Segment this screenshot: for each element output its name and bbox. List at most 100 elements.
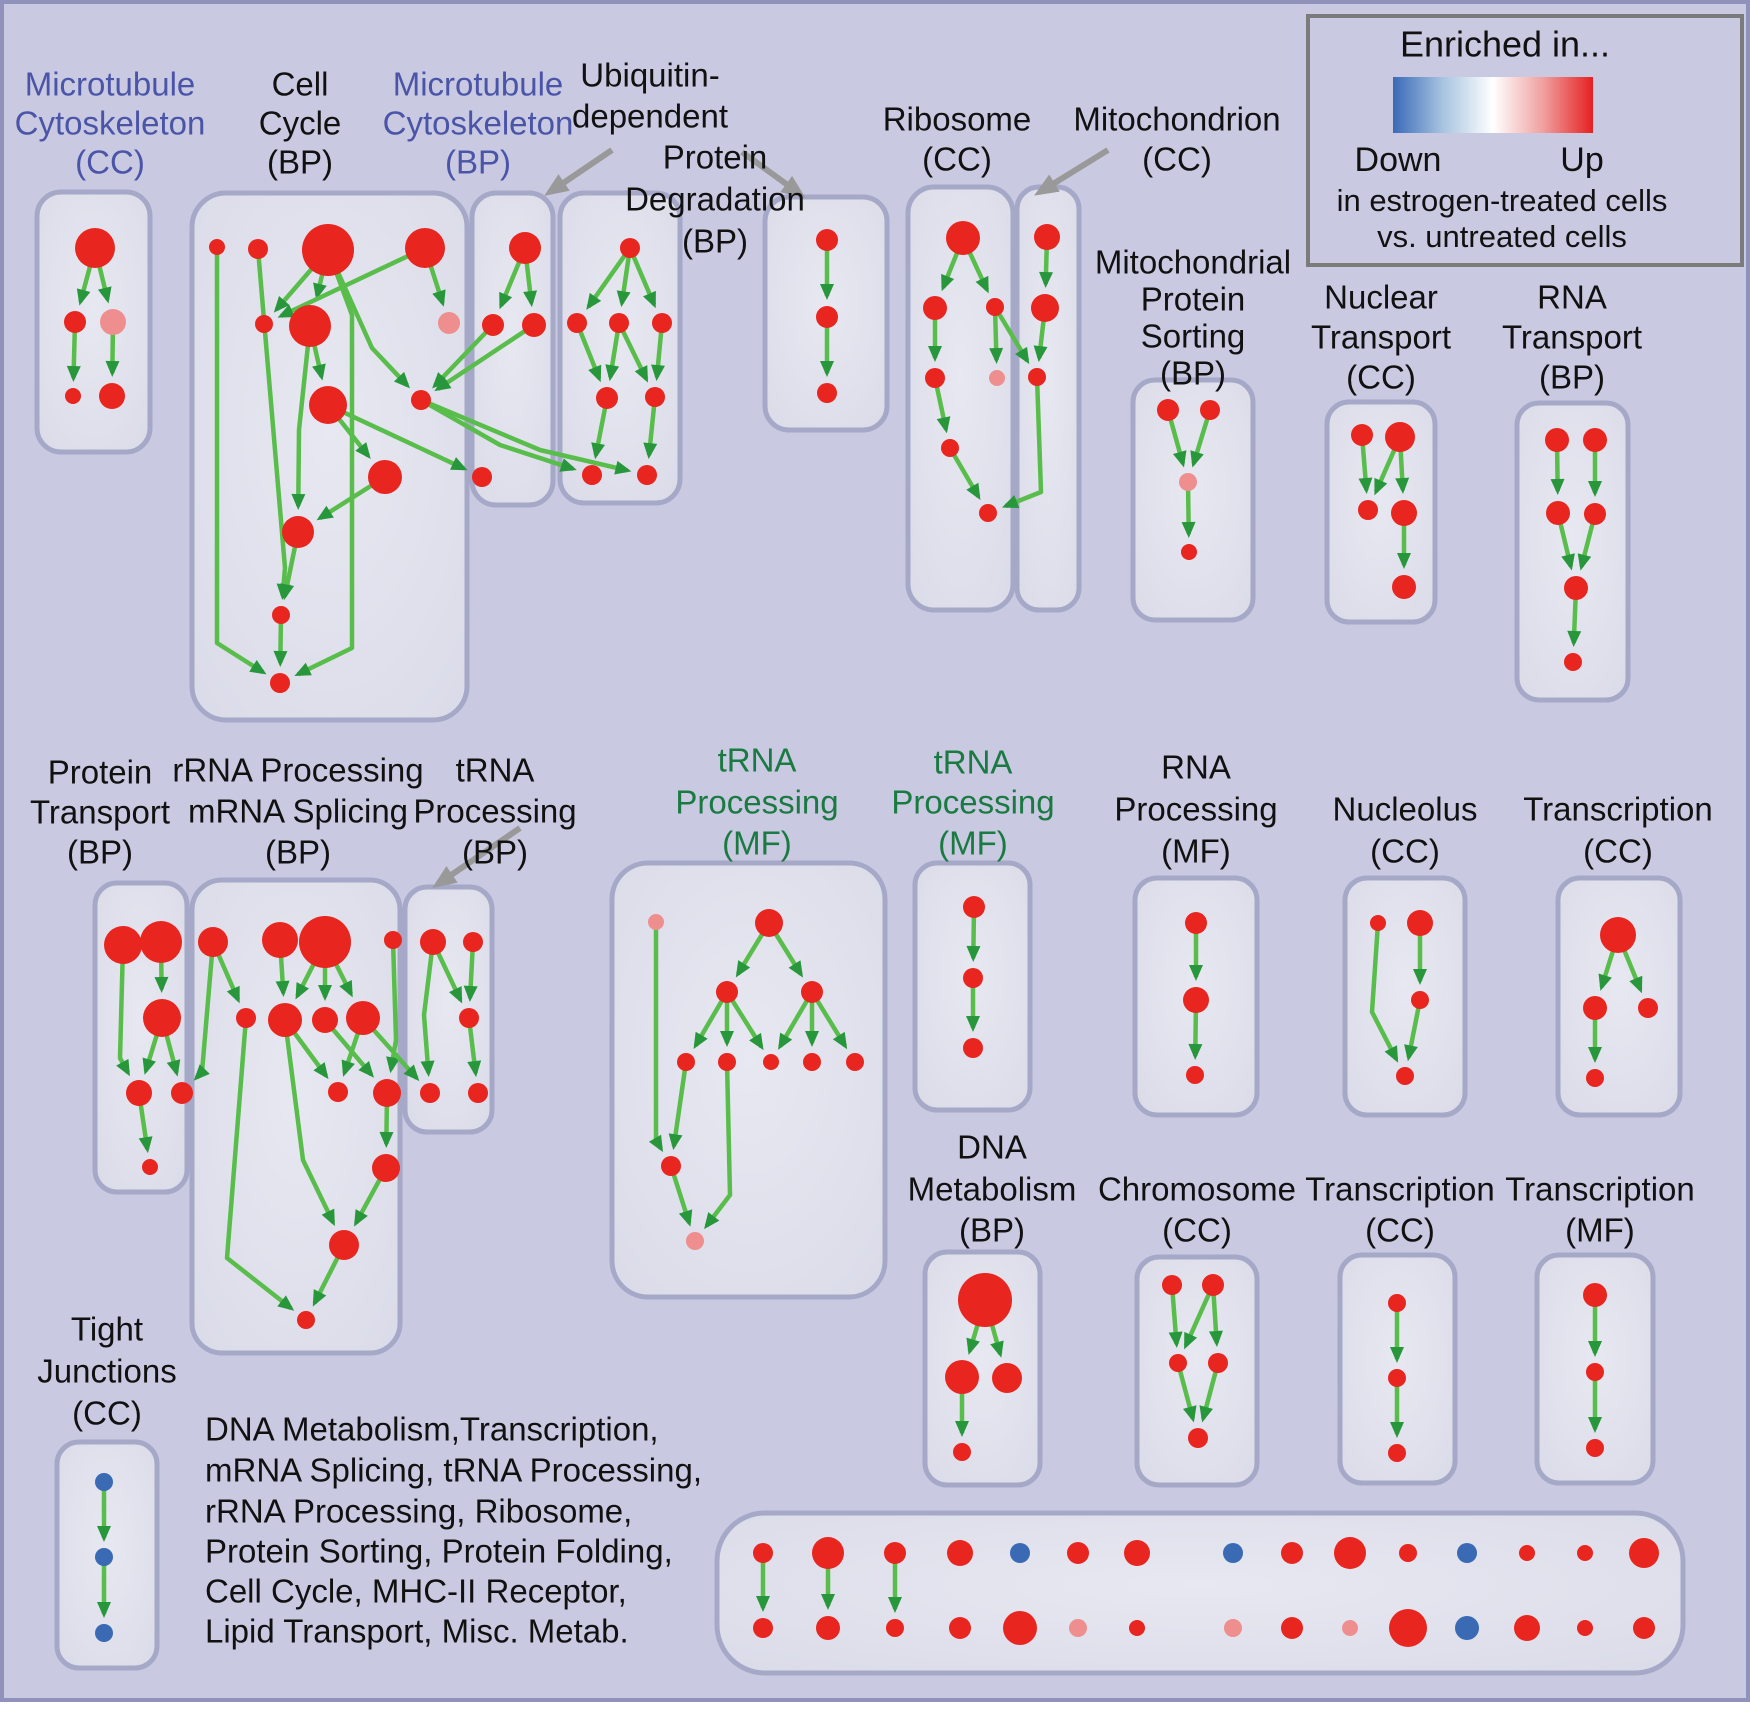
node-g2	[262, 922, 298, 958]
label-nuclear-transport-cc-line2: Transport	[1311, 319, 1451, 356]
edge-cc8-m4	[327, 402, 468, 471]
node-r6	[941, 439, 959, 457]
edge-cc3-cc13	[294, 249, 355, 677]
node-r2	[923, 296, 947, 320]
node-z11	[1399, 1544, 1417, 1562]
node-z12	[1457, 1543, 1477, 1563]
label-transcription-mf-line1: Transcription	[1505, 1171, 1695, 1208]
edge-w3-r7	[1001, 376, 1044, 509]
node-w3	[1028, 368, 1046, 386]
label-tight-junctions-cc-line2: Junctions	[37, 1353, 176, 1390]
cluster-dna-metabolism-bp	[922, 1249, 1043, 1488]
edge-h1-h4	[420, 941, 436, 1078]
node-k2	[1202, 1274, 1224, 1296]
edge-k3-k5	[1175, 1362, 1197, 1423]
node-cc12	[272, 606, 290, 624]
node-f3	[716, 981, 738, 1003]
label-rrna-processing-mrna-splicing-bp-line2: mRNA Splicing	[188, 793, 408, 830]
label-transcription-cc-mid-line2: (CC)	[1583, 833, 1653, 870]
node-f4	[801, 981, 823, 1003]
edge-g4-g10	[386, 939, 400, 1074]
node-g6	[268, 1003, 302, 1037]
node-cc5	[255, 315, 273, 333]
label-trna-processing-bp-line3: (BP)	[462, 834, 528, 871]
label-microtubule-cytoskeleton-cc-line1: Microtubule	[25, 66, 196, 103]
label-mitochondrion-cc-line2: (CC)	[1142, 141, 1212, 178]
node-cc8	[309, 386, 347, 424]
label-nucleolus-cc-line2: (CC)	[1370, 833, 1440, 870]
cluster-ubiquitin-degradation-bp	[557, 190, 683, 506]
label-rna-transport-bp-line2: Transport	[1502, 319, 1642, 356]
node-cc3	[302, 224, 354, 276]
label-transcription-mf-line2: (MF)	[1565, 1212, 1635, 1249]
label-nuclear-transport-cc-line3: (CC)	[1346, 359, 1416, 396]
label-mitochondrial-protein-sorting-bp-line1: Mitochondrial	[1095, 244, 1291, 281]
node-z9	[1281, 1542, 1303, 1564]
cluster-chromosome-cc	[1134, 1254, 1260, 1488]
node-u5	[596, 387, 618, 409]
node-cc11	[282, 516, 314, 548]
node-y14	[1577, 1620, 1593, 1636]
node-f9	[846, 1053, 864, 1071]
node-m4	[472, 467, 492, 487]
edge-cc6-cc11	[291, 325, 313, 511]
node-q3	[1546, 501, 1570, 525]
node-p5	[171, 1082, 193, 1104]
node-f5	[677, 1053, 695, 1071]
label-cell-cycle-bp-line2: Cycle	[259, 105, 342, 142]
label-microtubule-cytoskeleton-cc-line2: Cytoskeleton	[15, 105, 206, 142]
node-c4	[1396, 1067, 1414, 1085]
edge-f6-f11	[704, 1061, 733, 1230]
label-trna-processing-mf-2-line2: Processing	[891, 784, 1054, 821]
edge-g6-g12	[282, 1019, 336, 1227]
node-k3	[1169, 1354, 1187, 1372]
node-r5	[989, 370, 1005, 386]
node-p3	[143, 999, 181, 1037]
node-cc13	[270, 673, 290, 693]
node-q2	[1583, 428, 1607, 452]
node-d2	[1183, 987, 1209, 1013]
node-cc6	[289, 305, 331, 347]
node-y8	[1224, 1619, 1242, 1637]
label-chromosome-cc-line2: (CC)	[1162, 1212, 1232, 1249]
label-ubiquitin-a-line2: dependent	[572, 98, 728, 135]
node-d1	[1185, 912, 1207, 934]
edge-g5-g13	[224, 1017, 295, 1311]
node-v2	[816, 306, 838, 328]
node-a4	[953, 1443, 971, 1461]
label-transcription-cc-bottom-line1: Transcription	[1305, 1171, 1495, 1208]
node-r7	[979, 504, 997, 522]
label-rna-transport-bp-line1: RNA	[1537, 279, 1607, 316]
edge-cc3-cc9	[325, 249, 411, 389]
label-mitochondrial-protein-sorting-bp-line2: Protein	[1141, 281, 1246, 318]
node-cc9	[411, 390, 431, 410]
node-y5	[1003, 1611, 1037, 1645]
label-rrna-processing-mrna-splicing-bp-line1: rRNA Processing	[172, 752, 423, 789]
node-f6	[718, 1053, 736, 1071]
edge-cc9-u7	[419, 398, 577, 472]
trna-bp-arrow	[432, 825, 522, 888]
label-dna-metabolism-bp-line3: (BP)	[959, 1212, 1025, 1249]
node-g3	[299, 916, 351, 968]
label-protein-transport-bp-line2: Transport	[30, 794, 170, 831]
label-trna-processing-mf-1-line3: (MF)	[722, 825, 792, 862]
node-s2	[1200, 400, 1220, 420]
node-v1	[816, 229, 838, 251]
node-t1	[1351, 424, 1373, 446]
node-cc10	[368, 460, 402, 494]
node-g12	[329, 1230, 359, 1260]
edge-c3-c4	[1404, 999, 1423, 1062]
node-h4	[420, 1083, 440, 1103]
edge-cc4-cc5	[277, 245, 426, 318]
ubiquitin-left-arrow	[544, 147, 614, 196]
node-f11	[686, 1232, 704, 1250]
node-u8	[637, 465, 657, 485]
label-trna-processing-mf-2-line3: (MF)	[938, 825, 1008, 862]
edge-m3-cc9	[434, 323, 536, 392]
label-rna-processing-mf-line2: Processing	[1114, 791, 1277, 828]
label-mitochondrial-protein-sorting-bp-line4: (BP)	[1160, 355, 1226, 392]
node-m1	[509, 232, 541, 264]
node-p4	[126, 1080, 152, 1106]
label-tight-junctions-cc-line3: (CC)	[72, 1395, 142, 1432]
edge-cc1-cc13	[214, 247, 267, 675]
